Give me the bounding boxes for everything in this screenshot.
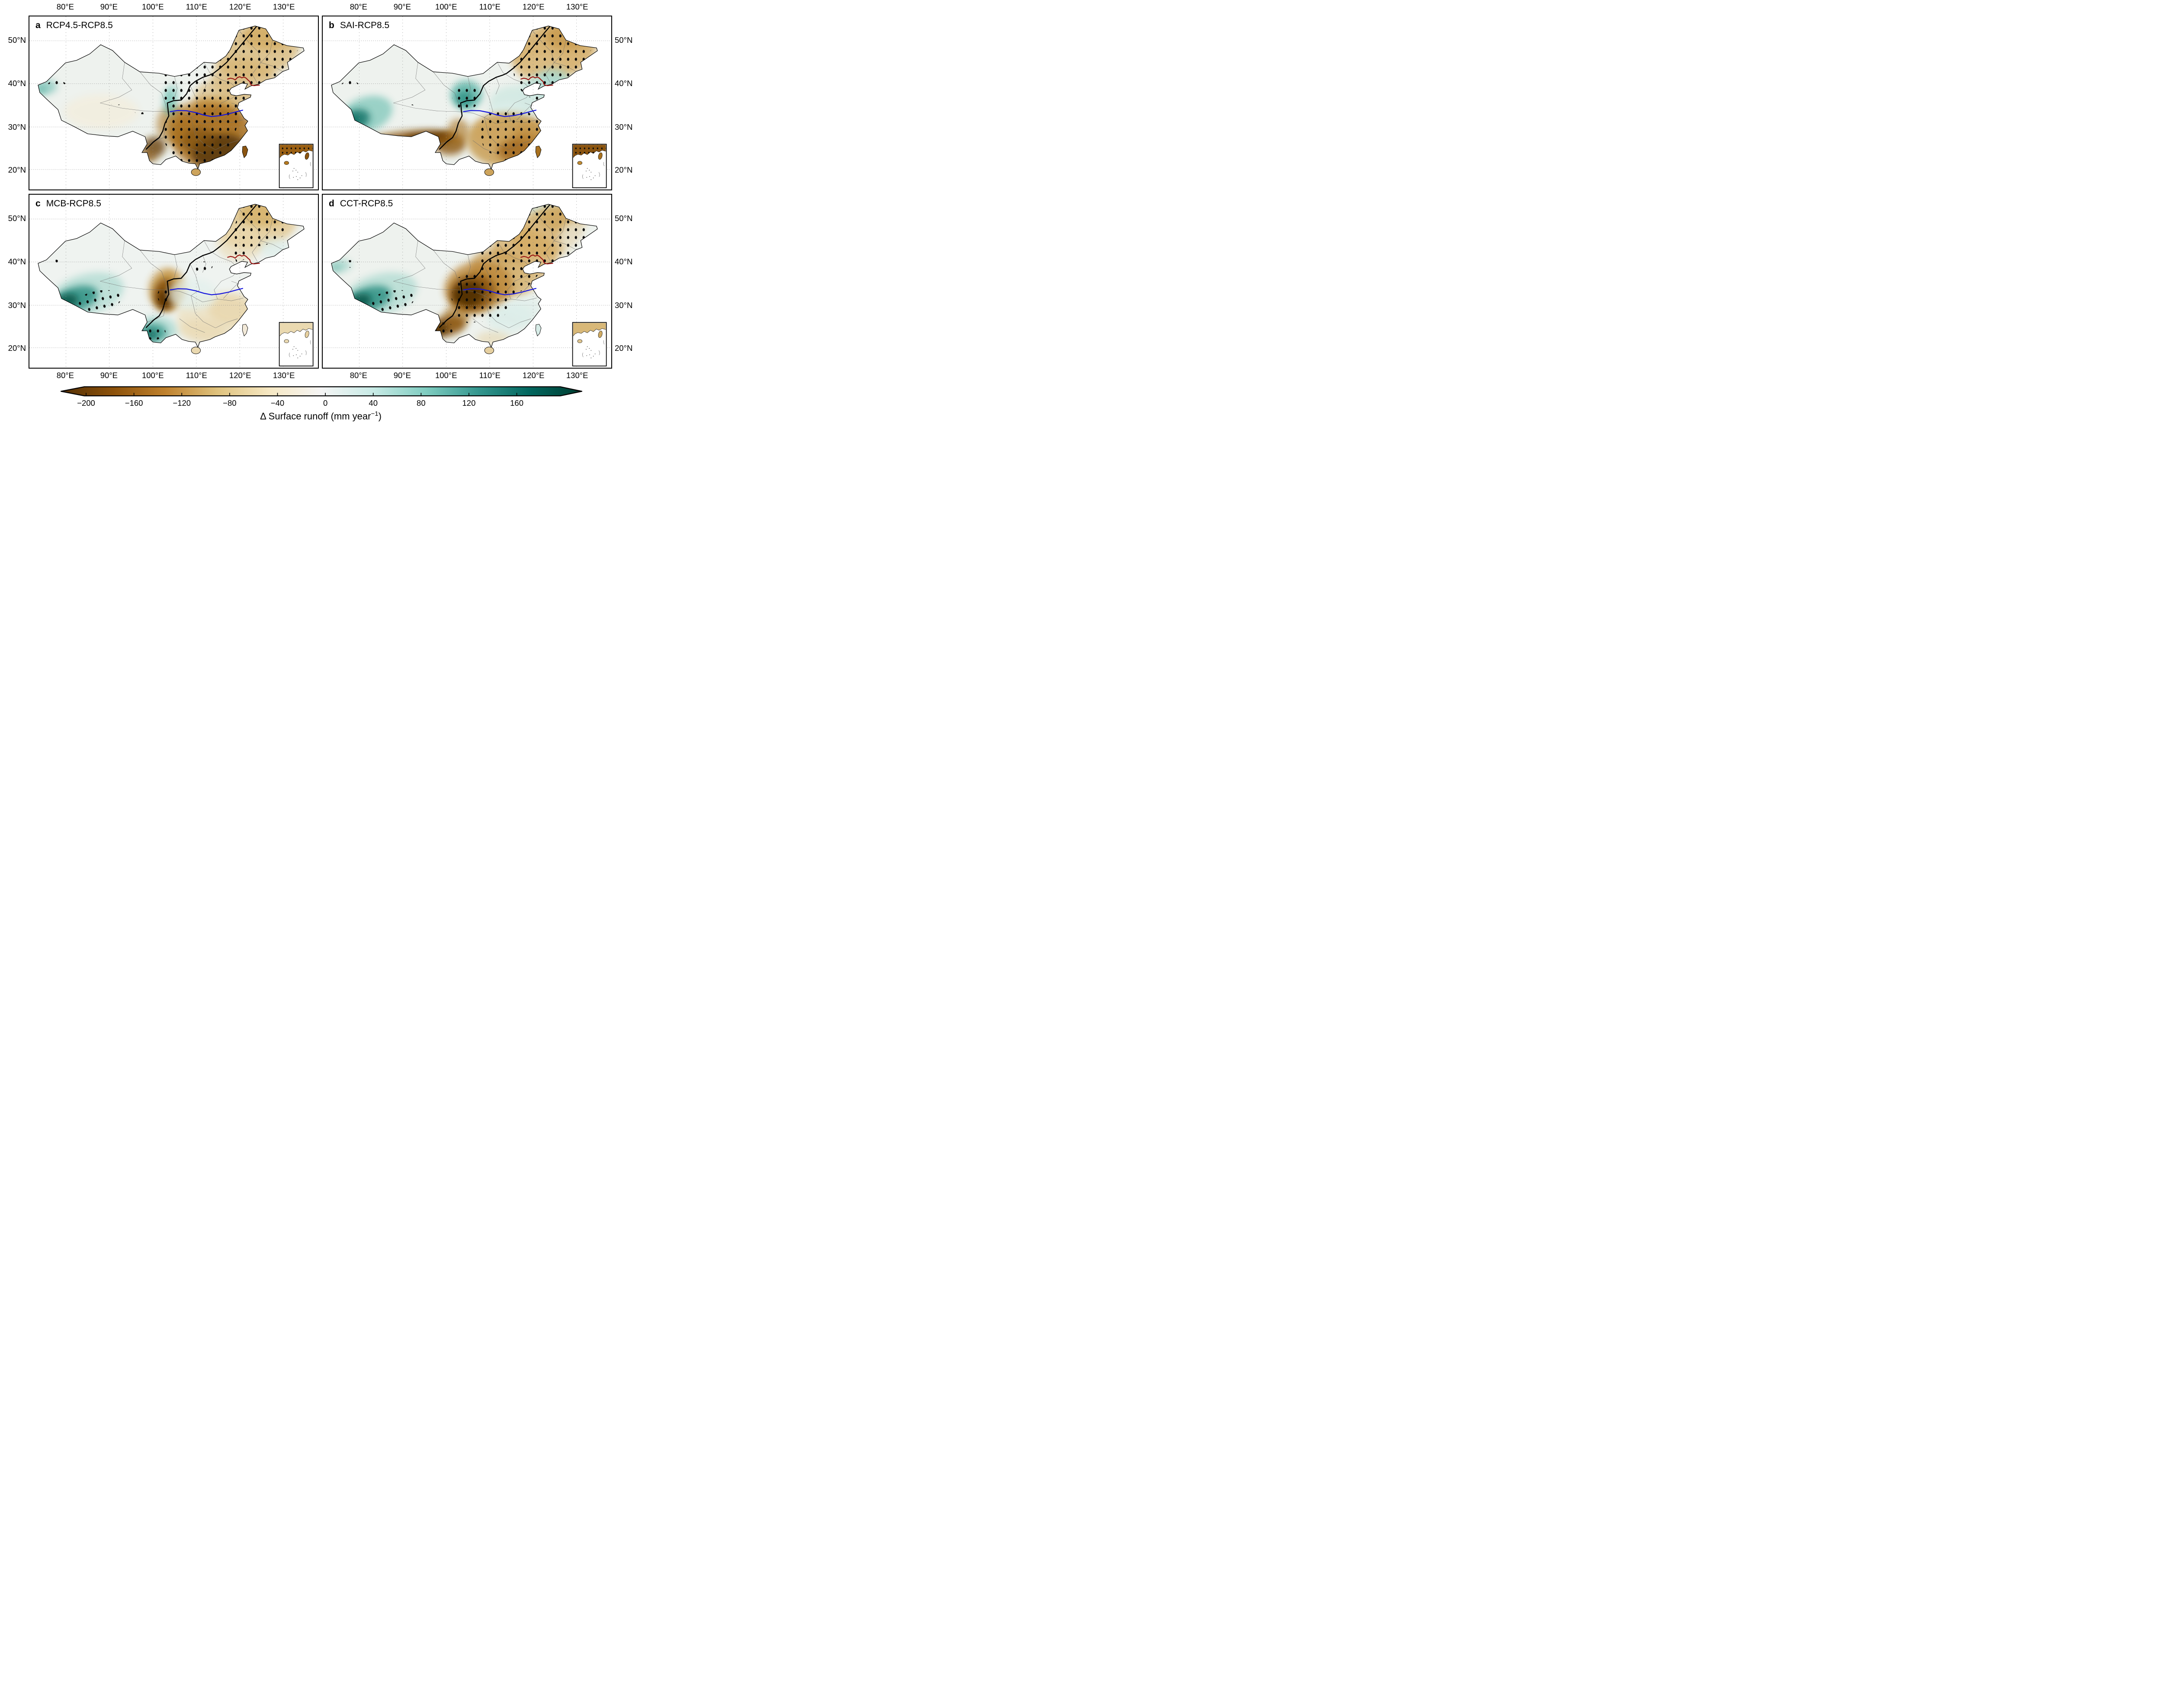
colorbar-tick-label: −80 (223, 398, 236, 408)
lon-tick-label: 120°E (229, 2, 251, 11)
map-svg-b (323, 16, 611, 189)
lon-tick-label: 80°E (350, 2, 368, 11)
panel-scenario: SAI-RCP8.5 (340, 20, 390, 30)
lat-tick-label: 40°N (8, 257, 26, 266)
panel-letter: a (35, 20, 41, 30)
panel-letter: b (329, 20, 334, 30)
lon-tick-label: 100°E (435, 371, 457, 380)
colorbar-title: Δ Surface runoff (mm year−1) (0, 410, 642, 422)
lon-tick-label: 130°E (273, 371, 295, 380)
colorbar-tick-label: 80 (417, 398, 426, 408)
lat-tick-label: 50°N (615, 35, 633, 45)
panel-scenario: MCB-RCP8.5 (46, 199, 101, 209)
colorbar-title-sup: −1 (371, 410, 379, 417)
panel-letter: d (329, 199, 334, 209)
colorbar-tick-label: 40 (369, 398, 378, 408)
lon-tick-label: 100°E (141, 2, 164, 11)
lat-tick-label: 20°N (615, 165, 633, 175)
lon-tick-label: 80°E (350, 371, 368, 380)
map-svg-d (323, 195, 611, 368)
lon-tick-label: 130°E (566, 371, 588, 380)
lon-tick-label: 130°E (273, 2, 295, 11)
colorbar-tick-label: 120 (462, 398, 476, 408)
lon-tick-label: 90°E (393, 2, 411, 11)
lon-tick-label: 120°E (229, 371, 251, 380)
scs-inset-a (279, 144, 314, 188)
lon-tick-label: 110°E (186, 371, 207, 380)
panel-a: a RCP4.5-RCP8.5 (29, 16, 319, 190)
map-a (29, 16, 318, 189)
lon-tick-label: 90°E (100, 371, 118, 380)
colorbar-title-close: ) (378, 411, 382, 422)
colorbar-tick-label: −40 (271, 398, 284, 408)
lat-tick-label: 20°N (8, 165, 26, 175)
panel-b: b SAI-RCP8.5 (322, 16, 612, 190)
lat-tick-label: 50°N (615, 213, 633, 223)
map-c (29, 195, 318, 368)
lon-tick-label: 100°E (435, 2, 457, 11)
figure-canvas: 80°E 90°E 100°E 110°E 120°E 130°E 80°E 90°E 100°… (0, 0, 642, 427)
panel-c: c MCB-RCP8.5 (29, 194, 319, 369)
scs-inset-b (572, 144, 607, 188)
colorbar: −200 −160 −120 −80 −40 0 40 80 120 160 (0, 381, 642, 411)
lat-tick-label: 20°N (615, 344, 633, 353)
lat-tick-label: 30°N (615, 122, 633, 132)
scs-inset-c (279, 322, 314, 366)
lon-tick-label: 90°E (393, 371, 411, 380)
lat-tick-label: 30°N (615, 300, 633, 310)
lon-tick-label: 110°E (186, 2, 207, 11)
panel-a-title: a RCP4.5-RCP8.5 (35, 20, 113, 31)
panel-d-title: d CCT-RCP8.5 (329, 199, 393, 209)
lon-tick-label: 80°E (56, 371, 74, 380)
map-b (323, 16, 611, 189)
lon-tick-label: 100°E (141, 371, 164, 380)
map-svg-a (29, 16, 318, 189)
lat-tick-label: 20°N (8, 344, 26, 353)
lat-tick-label: 40°N (615, 78, 633, 88)
colorbar-tick-label: −120 (173, 398, 191, 408)
lon-tick-label: 110°E (479, 371, 501, 380)
lat-tick-label: 50°N (8, 35, 26, 45)
panel-b-title: b SAI-RCP8.5 (329, 20, 389, 31)
colorbar-tick-label: 160 (510, 398, 523, 408)
colorbar-tick-label: −200 (77, 398, 95, 408)
colorbar-title-text: Δ Surface runoff (mm year (260, 411, 371, 422)
panel-c-title: c MCB-RCP8.5 (35, 199, 101, 209)
lat-tick-label: 40°N (8, 78, 26, 88)
scs-inset-d (572, 322, 607, 366)
lon-tick-label: 80°E (56, 2, 74, 11)
colorbar-svg: −200 −160 −120 −80 −40 0 40 80 120 160 (60, 386, 583, 408)
lon-tick-label: 90°E (100, 2, 118, 11)
lat-tick-label: 30°N (8, 300, 26, 310)
lat-tick-label: 50°N (8, 213, 26, 223)
lon-tick-label: 120°E (522, 371, 545, 380)
panel-letter: c (35, 199, 41, 209)
lat-tick-label: 30°N (8, 122, 26, 132)
map-svg-c (29, 195, 318, 368)
lat-tick-label: 40°N (615, 257, 633, 266)
colorbar-tick-label: 0 (323, 398, 327, 408)
lon-tick-label: 110°E (479, 2, 501, 11)
map-d (323, 195, 611, 368)
colorbar-tick-label: −160 (125, 398, 143, 408)
lon-tick-label: 120°E (522, 2, 545, 11)
panel-scenario: RCP4.5-RCP8.5 (46, 20, 113, 30)
panel-scenario: CCT-RCP8.5 (340, 199, 393, 209)
lon-tick-label: 130°E (566, 2, 588, 11)
panel-d: d CCT-RCP8.5 (322, 194, 612, 369)
